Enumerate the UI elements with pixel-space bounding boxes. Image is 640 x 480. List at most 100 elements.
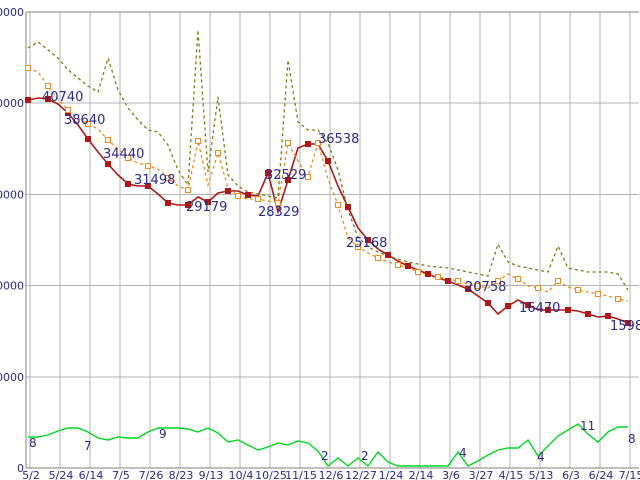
- x-axis-tick-label: 7/15: [619, 469, 640, 480]
- price-value-label: 31498: [134, 173, 175, 188]
- x-axis-tick-label: 7/5: [112, 469, 130, 480]
- data-point-marker-primary: [404, 262, 412, 270]
- data-point-marker-primary: [144, 182, 152, 190]
- volume-value-label: 8: [628, 432, 636, 446]
- data-point-marker-secondary: [234, 192, 242, 200]
- series-line-secondary: [27, 67, 629, 302]
- data-point-marker-secondary: [214, 149, 222, 157]
- data-point-marker-primary: [24, 96, 32, 104]
- x-axis-tick-label: 4/15: [499, 469, 524, 480]
- data-point-marker-secondary: [414, 268, 422, 276]
- data-point-marker-primary: [304, 140, 312, 148]
- volume-annotations: 8 7 9 2 2 4 4 11 8: [29, 419, 636, 464]
- volume-value-label: 4: [537, 450, 545, 464]
- x-axis-tick-label: 5/13: [529, 469, 554, 480]
- data-point-marker-secondary: [314, 139, 322, 147]
- x-axis-tick-label: 9/13: [199, 469, 224, 480]
- data-point-marker-primary: [384, 251, 392, 259]
- data-point-marker-secondary: [354, 243, 362, 251]
- data-point-marker-primary: [364, 236, 372, 244]
- data-point-marker-secondary: [194, 137, 202, 145]
- data-point-marker-primary: [584, 310, 592, 318]
- x-axis-tick-label: 12/6: [319, 469, 344, 480]
- volume-value-label: 8: [29, 436, 37, 450]
- price-value-label: 36538: [318, 132, 359, 147]
- data-point-marker-secondary: [304, 173, 312, 181]
- data-point-marker-secondary: [494, 277, 502, 285]
- data-point-marker-primary: [424, 270, 432, 278]
- data-point-marker-primary: [244, 191, 252, 199]
- data-point-marker-primary: [444, 277, 452, 285]
- data-point-marker-primary: [544, 306, 552, 314]
- volume-value-label: 11: [580, 419, 595, 433]
- x-axis-tick-label: 6/3: [562, 469, 580, 480]
- volume-value-label: 7: [84, 439, 92, 453]
- price-value-label: 16470: [519, 301, 560, 316]
- data-point-marker-secondary: [254, 195, 262, 203]
- data-point-marker-primary: [184, 201, 192, 209]
- data-point-marker-secondary: [44, 82, 52, 90]
- data-point-marker-secondary: [474, 282, 482, 290]
- data-point-marker-secondary: [594, 290, 602, 298]
- x-axis-tick-label: 8/23: [169, 469, 194, 480]
- data-point-marker-primary: [624, 319, 632, 327]
- price-value-label: 29179: [186, 200, 227, 215]
- data-point-marker-secondary: [514, 275, 522, 283]
- y-axis-tick-label: 0: [17, 462, 24, 475]
- data-point-marker-primary: [484, 299, 492, 307]
- price-value-label: 28329: [258, 205, 299, 220]
- data-point-marker-primary: [564, 306, 572, 314]
- price-value-label: 15980: [610, 319, 640, 334]
- data-point-marker-primary: [84, 135, 92, 143]
- data-point-marker-primary: [324, 157, 332, 165]
- y-axis-tick-label: 40000: [0, 97, 24, 110]
- data-point-marker-primary: [464, 285, 472, 293]
- data-point-marker-secondary: [164, 174, 172, 182]
- data-point-marker-primary: [284, 176, 292, 184]
- price-annotations: 40740 38640 34440 31498 29179 28329 32529 36538…: [42, 90, 640, 334]
- data-point-marker-secondary: [104, 136, 112, 144]
- x-axis-tick-label: 10/25: [255, 469, 287, 480]
- data-point-marker-secondary: [454, 277, 462, 285]
- x-axis-tick-label: 3/6: [442, 469, 460, 480]
- data-point-marker-secondary: [184, 186, 192, 194]
- x-axis-tick-label: 12/27: [345, 469, 377, 480]
- volume-value-label: 4: [459, 446, 467, 460]
- data-point-marker-primary: [164, 199, 172, 207]
- x-axis-tick-label: 6/24: [589, 469, 614, 480]
- price-value-label: 20758: [465, 280, 506, 295]
- data-point-marker-primary: [44, 95, 52, 103]
- data-point-marker-primary: [224, 187, 232, 195]
- data-markers: [24, 64, 632, 327]
- data-point-marker-secondary: [124, 154, 132, 162]
- data-point-marker-secondary: [84, 120, 92, 128]
- series-line-volume: [28, 423, 628, 468]
- x-axis-labels: 5/2 5/24 6/14 7/5 7/26 8/23 9/13 10/4 10/2511/15…: [22, 469, 640, 480]
- data-point-marker-secondary: [284, 139, 292, 147]
- y-axis-tick-label: 10000: [0, 371, 24, 384]
- grid-lines: [26, 12, 639, 469]
- price-value-label: 32529: [265, 168, 306, 183]
- y-axis-tick-label: 30000: [0, 188, 24, 201]
- data-point-marker-secondary: [274, 199, 282, 207]
- x-axis-tick-label: 2/14: [409, 469, 434, 480]
- data-point-marker-secondary: [394, 261, 402, 269]
- data-point-marker-primary: [104, 160, 112, 168]
- data-point-marker-secondary: [144, 162, 152, 170]
- data-point-marker-primary: [124, 180, 132, 188]
- data-point-marker-secondary: [614, 295, 622, 303]
- x-axis-tick-label: 1/24: [379, 469, 404, 480]
- data-point-marker-primary: [524, 301, 532, 309]
- x-axis-tick-label: 5/24: [49, 469, 74, 480]
- x-axis-tick-label: 5/2: [22, 469, 40, 480]
- price-value-label: 34440: [103, 147, 144, 162]
- volume-value-label: 9: [159, 427, 167, 441]
- price-value-label: 38640: [64, 113, 105, 128]
- price-value-label: 40740: [42, 90, 83, 105]
- data-point-marker-secondary: [24, 64, 32, 72]
- y-axis-tick-label: 50000: [0, 6, 24, 19]
- chart-axes: [25, 11, 639, 469]
- y-axis-labels: 50000 40000 30000 20000 10000 0: [0, 6, 24, 475]
